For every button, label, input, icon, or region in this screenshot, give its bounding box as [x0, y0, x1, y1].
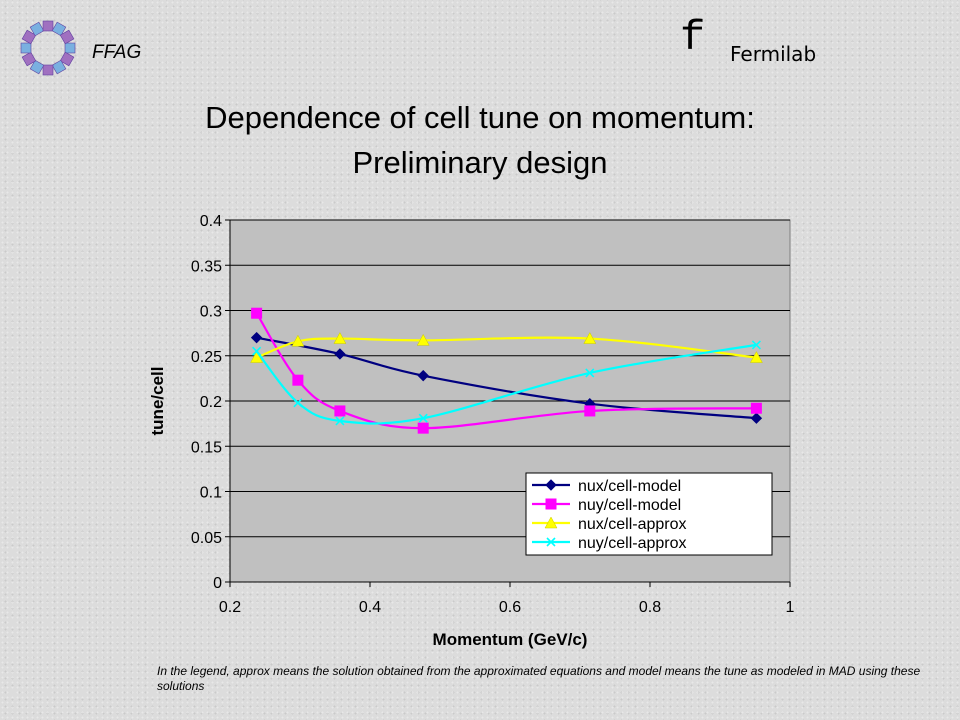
fermilab-label: Fermilab	[730, 42, 817, 66]
x-tick-label: 1	[786, 599, 795, 616]
data-point	[751, 340, 761, 350]
data-point	[585, 368, 595, 378]
x-tick-labels: 0.2 0.4 0.6 0.8 1	[219, 599, 795, 616]
legend-label: nuy/cell-approx	[578, 535, 687, 552]
series-nuy-cell-model	[251, 307, 762, 434]
y-tick-label: 0.05	[191, 530, 222, 547]
data-point	[250, 331, 263, 344]
ffag-logo-icon	[20, 20, 76, 76]
series-nuy-cell-approx	[252, 340, 761, 426]
data-point	[583, 332, 597, 344]
logo-magnet-segment	[29, 59, 45, 75]
logo-magnet-segment	[42, 64, 54, 76]
logo-magnet-segment	[21, 51, 37, 67]
legend-label: nuy/cell-model	[578, 497, 681, 514]
y-tick-label: 0.1	[200, 485, 222, 502]
data-point	[292, 374, 304, 386]
logo-magnet-segment	[59, 51, 75, 67]
slide-title-line2: Preliminary design	[352, 145, 608, 180]
y-axis-label: tune/cell	[148, 367, 167, 436]
tune-chart: 00.050.10.150.20.250.30.350.4 0.2 0.4 0.6 0…	[148, 213, 795, 649]
x-tick-label: 0.6	[499, 599, 521, 616]
y-tick-labels: 0 0.05 0.1 0.15 0.2 0.25 0.3 0.35 0.4	[191, 213, 222, 592]
legend-item: nux/cell-approx	[532, 516, 687, 533]
data-point	[334, 405, 346, 417]
legend-item: nux/cell-model	[532, 478, 681, 495]
axes	[225, 219, 791, 587]
legend-marker	[544, 516, 558, 529]
x-axis-label: Momentum (GeV/c)	[433, 630, 588, 649]
legend-marker	[545, 498, 557, 510]
data-point	[416, 333, 430, 346]
y-tick-label: 0.35	[191, 258, 222, 275]
data-point	[291, 334, 305, 347]
legend-marker	[546, 537, 556, 547]
series-nux-cell-approx	[250, 332, 763, 363]
x-tick-label: 0.2	[219, 599, 241, 616]
data-point	[750, 412, 763, 424]
legend-label: nux/cell-approx	[578, 516, 687, 533]
series-line	[256, 336, 757, 420]
legend: nux/cell-model nuy/cell-model nux/cell-app…	[525, 472, 773, 556]
data-point	[335, 416, 345, 426]
data-point	[334, 348, 346, 360]
logo-magnet-segment	[29, 21, 45, 37]
logo-magnet-segment	[51, 21, 67, 37]
data-point	[417, 369, 429, 382]
logo-magnet-segment	[51, 59, 67, 75]
data-point	[750, 402, 762, 414]
y-tick-label: 0.4	[200, 213, 222, 230]
data-point	[749, 351, 763, 363]
y-tick-label: 0.25	[191, 349, 222, 366]
logo-magnet-segment	[64, 42, 76, 54]
data-point	[418, 413, 428, 423]
y-tick-label: 0.15	[191, 439, 222, 456]
data-point	[584, 405, 596, 417]
logo-magnet-segment	[42, 20, 54, 32]
series-nux-cell-model	[250, 331, 763, 424]
legend-marker	[545, 479, 557, 491]
x-tick-label: 0.4	[359, 599, 381, 616]
data-point	[293, 398, 303, 408]
fermilab-logo-icon: f	[680, 14, 706, 62]
legend-item: nuy/cell-model	[532, 497, 681, 514]
logo-magnet-segment	[59, 29, 75, 45]
data-point	[252, 346, 262, 356]
data-point	[417, 422, 429, 434]
series-group	[250, 307, 763, 434]
x-tick-label: 0.8	[639, 599, 661, 616]
y-tick-label: 0.2	[200, 394, 222, 411]
y-tick-label: 0.3	[200, 304, 222, 321]
legend-label: nux/cell-model	[578, 478, 681, 495]
slide-title-line1: Dependence of cell tune on momentum:	[205, 100, 755, 135]
data-point	[251, 307, 263, 319]
caption-note: In the legend, approx means the solution…	[157, 664, 921, 693]
legend-item: nuy/cell-approx	[532, 535, 687, 552]
y-tick-label: 0	[213, 575, 222, 592]
ffag-label: FFAG	[92, 42, 142, 63]
data-point	[333, 332, 347, 344]
logo-magnet-segment	[20, 42, 32, 54]
logo-magnet-segment	[21, 29, 37, 45]
